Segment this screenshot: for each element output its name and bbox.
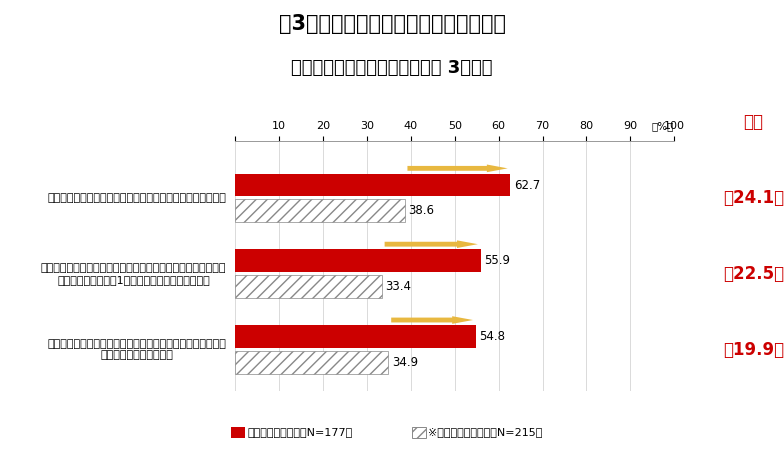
Text: ※危機直面経験なし（N=215）: ※危機直面経験なし（N=215）	[428, 427, 543, 437]
Text: 34.9: 34.9	[392, 356, 418, 369]
Text: 33.4: 33.4	[386, 280, 412, 293]
Text: 危機直面経験あり（N=177）: 危機直面経験あり（N=177）	[248, 427, 353, 437]
Text: 危機管理に責任を持つ取締役がトップ以外に定められている: 危機管理に責任を持つ取締役がトップ以外に定められている	[48, 193, 227, 203]
Text: トップなど経営陣が自社で発生する可能性のある「危機」につ
いて、定期的（年に1回以上）に報告を受けている: トップなど経営陣が自社で発生する可能性のある「危機」につ いて、定期的（年に1回…	[41, 263, 227, 284]
Text: 55.9: 55.9	[485, 254, 510, 268]
Bar	[235, 325, 476, 348]
Bar	[235, 351, 388, 374]
Text: （24.1）: （24.1）	[723, 189, 784, 207]
Text: ～危機経験あり・なし差分上位 3項目～: ～危機経験あり・なし差分上位 3項目～	[291, 59, 493, 77]
Text: 図3：リーダーシップ力の項目別実施率: 図3：リーダーシップ力の項目別実施率	[278, 14, 506, 34]
Bar	[235, 275, 382, 298]
Text: 差分: 差分	[743, 113, 764, 131]
Bar	[235, 174, 510, 197]
Text: （22.5）: （22.5）	[723, 265, 784, 283]
Text: 62.7: 62.7	[514, 178, 540, 192]
Bar	[235, 199, 405, 222]
Bar	[235, 249, 481, 272]
Text: 38.6: 38.6	[408, 204, 434, 217]
Text: トップなど経営陣が率先して組織の危機管理力向上に資する
行動・発言を行っている: トップなど経営陣が率先して組織の危機管理力向上に資する 行動・発言を行っている	[48, 339, 227, 360]
Text: （%）: （%）	[652, 121, 674, 131]
Text: 54.8: 54.8	[479, 330, 506, 343]
Text: （19.9）: （19.9）	[723, 341, 784, 359]
